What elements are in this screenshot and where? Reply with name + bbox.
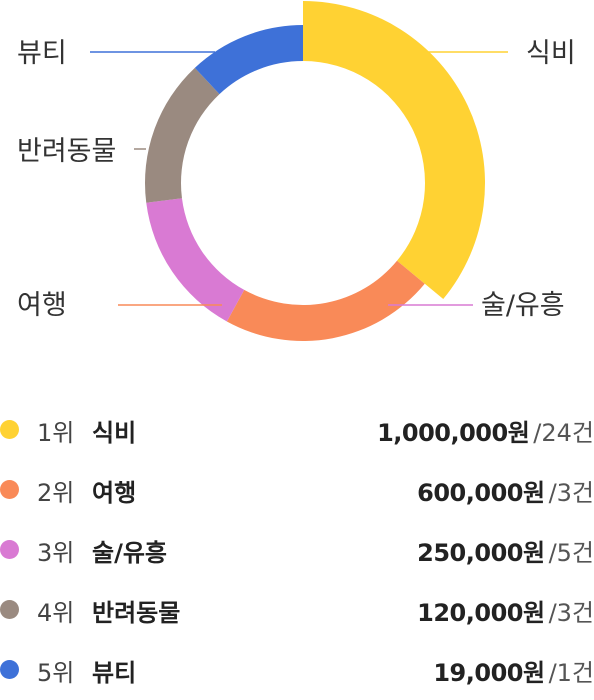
rank-label: 3위	[37, 538, 75, 567]
callout-label: 반려동물	[17, 136, 116, 167]
rank-label: 1위	[37, 418, 75, 447]
rank-label: 2위	[37, 478, 75, 507]
donut-slice[interactable]	[146, 198, 245, 322]
amount-value: 250,000원	[417, 538, 545, 567]
count-value: /3건	[548, 478, 594, 507]
legend-dot	[0, 600, 19, 619]
legend-row[interactable]: 1위 식비 1,000,000원/24건	[0, 400, 594, 460]
count-value: /5건	[548, 538, 594, 567]
amount-group: 250,000원/5건	[417, 533, 594, 568]
legend-row[interactable]: 5위 뷰티 19,000원/1건	[0, 640, 594, 700]
category-label: 식비	[92, 418, 137, 447]
rank-label: 4위	[37, 598, 75, 627]
ranking-legend: 1위 식비 1,000,000원/24건 2위 여행 600,000원/3건 3…	[0, 400, 594, 700]
amount-value: 1,000,000원	[377, 418, 530, 447]
legend-dot	[0, 420, 19, 439]
amount-group: 120,000원/3건	[417, 593, 594, 628]
donut-slice[interactable]	[303, 1, 485, 300]
category-label: 여행	[92, 478, 137, 507]
donut-slice[interactable]	[226, 260, 425, 341]
category-label: 반려동물	[92, 598, 181, 627]
callout-label: 여행	[17, 290, 67, 321]
donut-slice[interactable]	[194, 25, 303, 95]
legend-dot	[0, 480, 19, 499]
category-label: 뷰티	[92, 658, 137, 687]
count-value: /24건	[533, 418, 594, 447]
legend-dot	[0, 660, 19, 679]
amount-value: 600,000원	[417, 478, 545, 507]
donut-chart: 식비술/유흥 여행 반려동물 뷰티	[17, 1, 576, 341]
count-value: /1건	[548, 658, 594, 687]
amount-group: 600,000원/3건	[417, 473, 594, 508]
amount-group: 19,000원/1건	[433, 653, 594, 688]
callout-label: 뷰티	[17, 38, 67, 69]
callout-label: 식비	[526, 38, 576, 69]
amount-value: 19,000원	[433, 658, 545, 687]
donut-slice[interactable]	[145, 67, 220, 203]
legend-row[interactable]: 3위 술/유흥 250,000원/5건	[0, 520, 594, 580]
legend-dot	[0, 540, 19, 559]
legend-row[interactable]: 2위 여행 600,000원/3건	[0, 460, 594, 520]
count-value: /3건	[548, 598, 594, 627]
callout-label: 술/유흥	[481, 290, 565, 321]
rank-label: 5위	[37, 658, 75, 687]
amount-value: 120,000원	[417, 598, 545, 627]
legend-row[interactable]: 4위 반려동물 120,000원/3건	[0, 580, 594, 640]
amount-group: 1,000,000원/24건	[377, 413, 594, 448]
category-label: 술/유흥	[92, 538, 168, 567]
